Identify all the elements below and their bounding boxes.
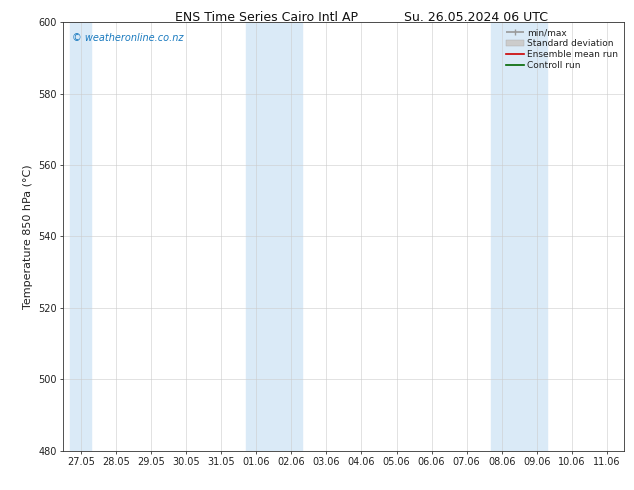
Bar <box>246 22 302 451</box>
Y-axis label: Temperature 850 hPa (°C): Temperature 850 hPa (°C) <box>23 164 33 309</box>
Text: Su. 26.05.2024 06 UTC: Su. 26.05.2024 06 UTC <box>403 11 548 24</box>
Legend: min/max, Standard deviation, Ensemble mean run, Controll run: min/max, Standard deviation, Ensemble me… <box>503 26 620 72</box>
Text: ENS Time Series Cairo Intl AP: ENS Time Series Cairo Intl AP <box>175 11 358 24</box>
Bar <box>491 22 547 451</box>
Bar <box>70 22 91 451</box>
Text: © weatheronline.co.nz: © weatheronline.co.nz <box>72 33 183 43</box>
